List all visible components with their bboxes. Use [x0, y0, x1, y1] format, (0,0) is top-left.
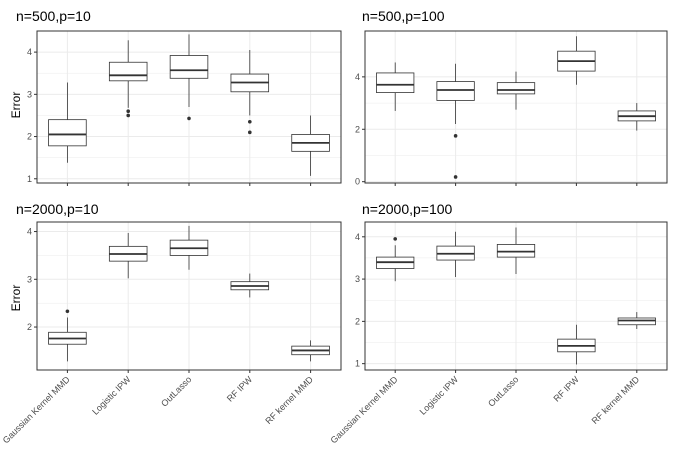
y-axis-label: Error [9, 92, 23, 119]
outlier-point [65, 309, 70, 314]
box-outlasso [496, 227, 536, 275]
box-rf-kernel-mmd [291, 115, 330, 176]
outlier-point [393, 237, 398, 241]
box-rf-kernel-mmd [617, 103, 656, 131]
x-tick-label: Logistic IPW [418, 374, 461, 417]
y-tick-label: 0 [355, 177, 360, 187]
outlier-point [187, 116, 191, 121]
box-iqr [496, 82, 536, 95]
panel-title: n=2000,p=10 [16, 201, 99, 217]
panel-border [36, 221, 342, 371]
box-logistic-ipw [108, 232, 148, 279]
box-outlasso [496, 71, 536, 110]
panel-title: n=2000,p=100 [362, 201, 453, 217]
panel-n2000-p10: n=2000,p=10 Error 2 3 4 [9, 201, 342, 373]
box-iqr [376, 72, 415, 93]
box-gaussian-kernel-mmd [48, 309, 87, 362]
x-tick-labels-right: Gaussian Kernel MMD Logistic IPW OutLasso R… [329, 374, 642, 445]
box-gaussian-kernel-mmd [376, 62, 415, 111]
box-iqr [48, 119, 87, 147]
y-tick-label: 1 [355, 359, 360, 369]
outlier-point [453, 175, 458, 179]
y-tick-label: 4 [27, 227, 32, 237]
panel-border [36, 30, 342, 184]
x-tick-label: Gaussian Kernel MMD [329, 374, 400, 445]
panel-border [364, 30, 668, 184]
box-rf-kernel-mmd [291, 340, 330, 362]
x-tick-labels-left: Gaussian Kernel MMD Logistic IPW OutLasso R… [1, 374, 316, 445]
panel-n2000-p100: n=2000,p=100 1 2 3 4 [355, 201, 668, 373]
box-rf-ipw [230, 273, 270, 298]
box-logistic-ipw [108, 40, 148, 118]
outlier-point [126, 113, 130, 118]
box-outlasso [169, 34, 209, 121]
y-tick-label: 3 [27, 274, 32, 284]
y-tick-label: 4 [355, 72, 360, 82]
y-tick-label: 2 [27, 322, 32, 332]
y-tick-label: 2 [27, 132, 32, 142]
panel-n500-p10: n=500,p=10 Error 1 2 3 4 [9, 8, 342, 186]
panel-title: n=500,p=100 [362, 8, 445, 24]
panel-n500-p100: n=500,p=100 0 2 4 [355, 8, 668, 187]
box-outlasso [169, 225, 209, 270]
x-tick-label: RF IPW [225, 374, 255, 404]
y-tick-label: 4 [27, 47, 32, 57]
box-iqr [108, 61, 148, 82]
y-tick-label: 2 [355, 124, 360, 134]
outlier-point [248, 119, 252, 124]
box-rf-ipw [557, 324, 596, 365]
x-tick-label: Logistic IPW [90, 374, 133, 417]
y-tick-label: 2 [355, 316, 360, 326]
x-tick-label: OutLasso [486, 374, 520, 408]
x-tick-label: RF kernel MMD [590, 374, 642, 426]
box-logistic-ipw [436, 231, 475, 277]
x-tick-label: RF kernel MMD [263, 374, 315, 426]
panel-title: n=500,p=10 [16, 8, 91, 24]
box-rf-ipw [557, 36, 596, 85]
box-gaussian-kernel-mmd [48, 82, 87, 163]
outlier-point [126, 109, 130, 114]
y-tick-label: 1 [27, 174, 32, 184]
box-gaussian-kernel-mmd [376, 237, 415, 282]
box-logistic-ipw [436, 63, 475, 179]
y-tick-label: 3 [355, 274, 360, 284]
box-rf-ipw [230, 50, 270, 135]
x-tick-label: OutLasso [159, 374, 193, 408]
outlier-point [248, 130, 252, 135]
x-tick-label: Gaussian Kernel MMD [1, 374, 72, 445]
outlier-point [453, 134, 458, 138]
y-tick-label: 4 [355, 232, 360, 242]
panel-border [364, 221, 668, 371]
y-axis-label: Error [9, 285, 23, 312]
box-iqr [169, 55, 209, 79]
box-rf-kernel-mmd [617, 312, 656, 329]
box-iqr [436, 81, 475, 101]
y-tick-label: 3 [27, 89, 32, 99]
x-tick-label: RF IPW [551, 374, 581, 404]
